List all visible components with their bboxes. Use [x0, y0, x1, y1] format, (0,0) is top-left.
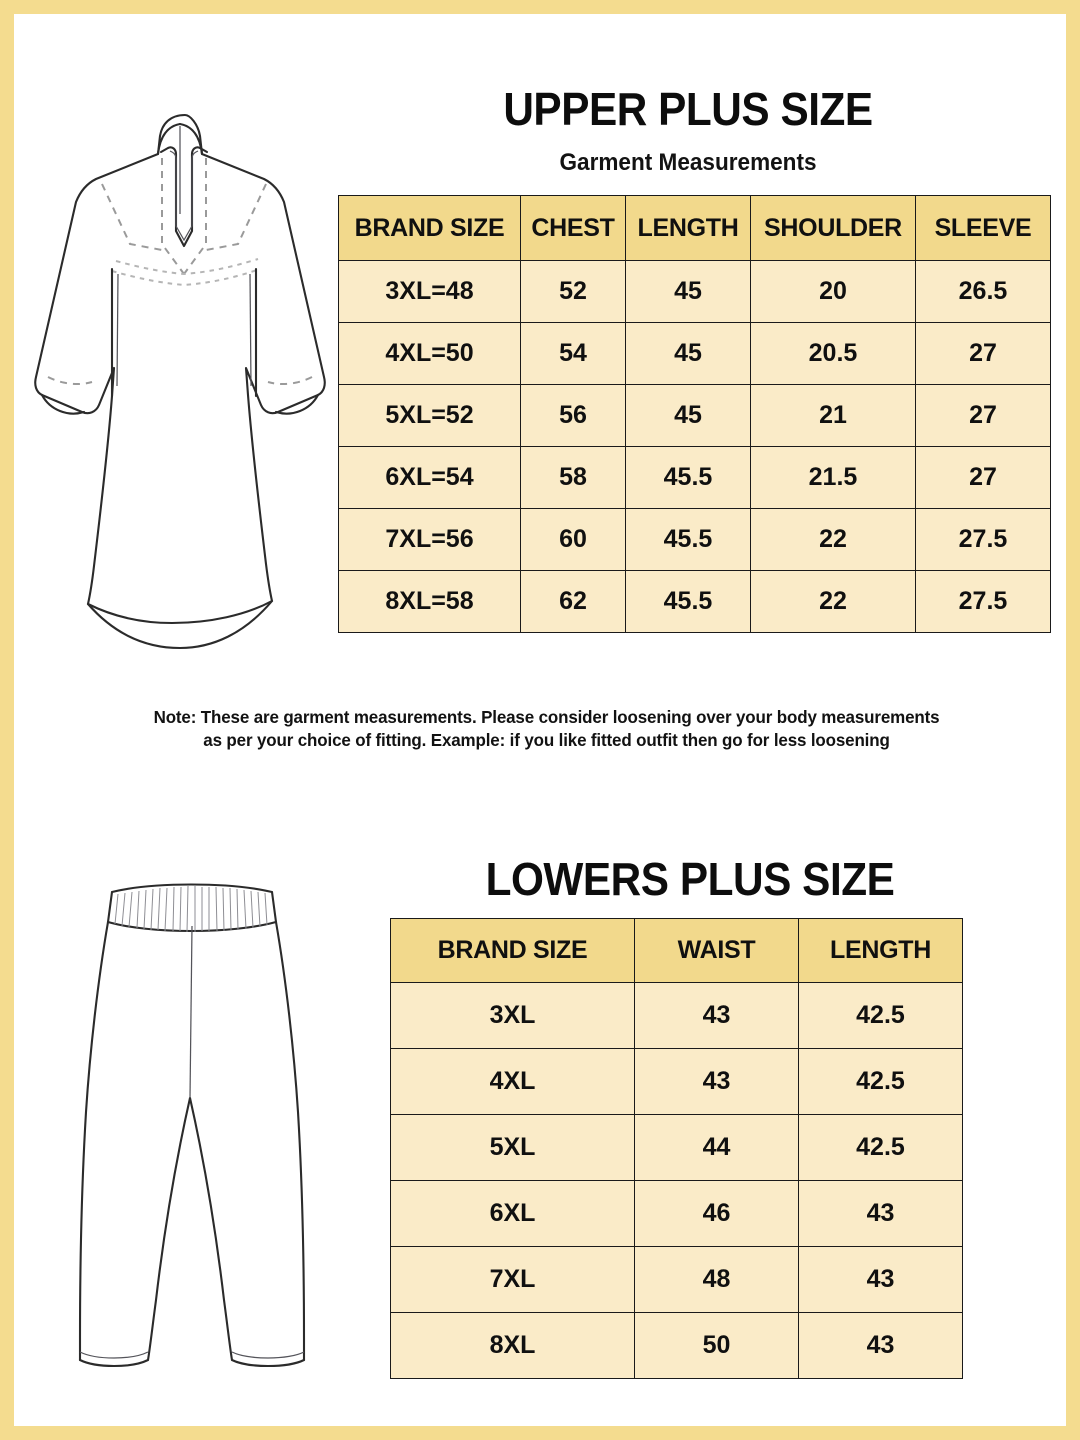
table-row: 3XL=48 52 45 20 26.5 [338, 260, 1051, 323]
cell-brand-size: 3XL [390, 982, 635, 1049]
upper-header-brand-size: BRAND SIZE [338, 195, 521, 261]
cell-brand-size: 6XL=54 [338, 446, 521, 509]
cell-brand-size: 5XL [390, 1114, 635, 1181]
table-row: 7XL=56 60 45.5 22 27.5 [338, 508, 1051, 571]
cell-sleeve: 27 [915, 384, 1051, 447]
cell-brand-size: 4XL=50 [338, 322, 521, 385]
cell-length: 43 [798, 1312, 963, 1379]
cell-shoulder: 20.5 [750, 322, 916, 385]
cell-shoulder: 20 [750, 260, 916, 323]
cell-brand-size: 8XL=58 [338, 570, 521, 633]
cell-shoulder: 21.5 [750, 446, 916, 509]
cell-chest: 62 [520, 570, 626, 633]
cell-waist: 50 [634, 1312, 799, 1379]
cell-shoulder: 22 [750, 570, 916, 633]
cell-length: 45.5 [625, 508, 751, 571]
kurta-illustration [20, 96, 350, 656]
cell-length: 45 [625, 384, 751, 447]
upper-header-chest: CHEST [520, 195, 626, 261]
cell-brand-size: 3XL=48 [338, 260, 521, 323]
measurement-note: Note: These are garment measurements. Pl… [74, 706, 1019, 752]
cell-chest: 56 [520, 384, 626, 447]
cell-chest: 54 [520, 322, 626, 385]
cell-length: 45 [625, 322, 751, 385]
lower-header-length: LENGTH [798, 918, 963, 983]
cell-length: 45 [625, 260, 751, 323]
table-row: 6XL 46 43 [390, 1180, 963, 1247]
kurta-front-flat-sketch-svg [34, 113, 326, 650]
upper-section-subtitle: Garment Measurements [559, 149, 817, 176]
cell-sleeve: 27 [915, 322, 1051, 385]
table-row: 6XL=54 58 45.5 21.5 27 [338, 446, 1051, 509]
table-row: 7XL 48 43 [390, 1246, 963, 1313]
note-line-2: as per your choice of fitting. Example: … [203, 730, 890, 751]
lower-table-header-row: BRAND SIZE WAIST LENGTH [390, 918, 963, 983]
upper-table-header-row: BRAND SIZE CHEST LENGTH SHOULDER SLEEVE [338, 195, 1051, 261]
cell-length: 42.5 [798, 982, 963, 1049]
cell-waist: 43 [634, 982, 799, 1049]
table-row: 5XL=52 56 45 21 27 [338, 384, 1051, 447]
table-row: 4XL=50 54 45 20.5 27 [338, 322, 1051, 385]
upper-size-table: BRAND SIZE CHEST LENGTH SHOULDER SLEEVE … [338, 195, 1051, 633]
table-row: 8XL=58 62 45.5 22 27.5 [338, 570, 1051, 633]
cell-shoulder: 21 [750, 384, 916, 447]
cell-brand-size: 7XL=56 [338, 508, 521, 571]
table-row: 8XL 50 43 [390, 1312, 963, 1379]
upper-header-shoulder: SHOULDER [750, 195, 916, 261]
table-row: 3XL 43 42.5 [390, 982, 963, 1049]
pants-illustration [40, 860, 340, 1400]
cell-waist: 46 [634, 1180, 799, 1247]
cell-chest: 60 [520, 508, 626, 571]
cell-sleeve: 26.5 [915, 260, 1051, 323]
cell-sleeve: 27 [915, 446, 1051, 509]
pyjama-trouser-front-flat-sketch-svg [78, 883, 306, 1367]
cell-waist: 43 [634, 1048, 799, 1115]
table-row: 4XL 43 42.5 [390, 1048, 963, 1115]
cell-sleeve: 27.5 [915, 508, 1051, 571]
cell-shoulder: 22 [750, 508, 916, 571]
cell-waist: 48 [634, 1246, 799, 1313]
lower-section-title: LOWERS PLUS SIZE [485, 853, 895, 905]
upper-header-length: LENGTH [625, 195, 751, 261]
chart-canvas: UPPER PLUS SIZE Garment Measurements [14, 14, 1066, 1426]
cell-chest: 52 [520, 260, 626, 323]
cell-length: 45.5 [625, 446, 751, 509]
upper-section-title: UPPER PLUS SIZE [503, 83, 873, 135]
cell-chest: 58 [520, 446, 626, 509]
cell-brand-size: 4XL [390, 1048, 635, 1115]
cell-brand-size: 8XL [390, 1312, 635, 1379]
lower-header-brand-size: BRAND SIZE [390, 918, 635, 983]
cell-sleeve: 27.5 [915, 570, 1051, 633]
upper-header-sleeve: SLEEVE [915, 195, 1051, 261]
cell-brand-size: 6XL [390, 1180, 635, 1247]
cell-waist: 44 [634, 1114, 799, 1181]
cell-length: 42.5 [798, 1114, 963, 1181]
cell-length: 43 [798, 1246, 963, 1313]
cell-length: 42.5 [798, 1048, 963, 1115]
cell-length: 43 [798, 1180, 963, 1247]
lower-size-table: BRAND SIZE WAIST LENGTH 3XL 43 42.5 4XL … [390, 918, 963, 1379]
cell-brand-size: 5XL=52 [338, 384, 521, 447]
note-line-1: Note: These are garment measurements. Pl… [153, 707, 940, 727]
table-row: 5XL 44 42.5 [390, 1114, 963, 1181]
lower-header-waist: WAIST [634, 918, 799, 983]
cell-length: 45.5 [625, 570, 751, 633]
cell-brand-size: 7XL [390, 1246, 635, 1313]
